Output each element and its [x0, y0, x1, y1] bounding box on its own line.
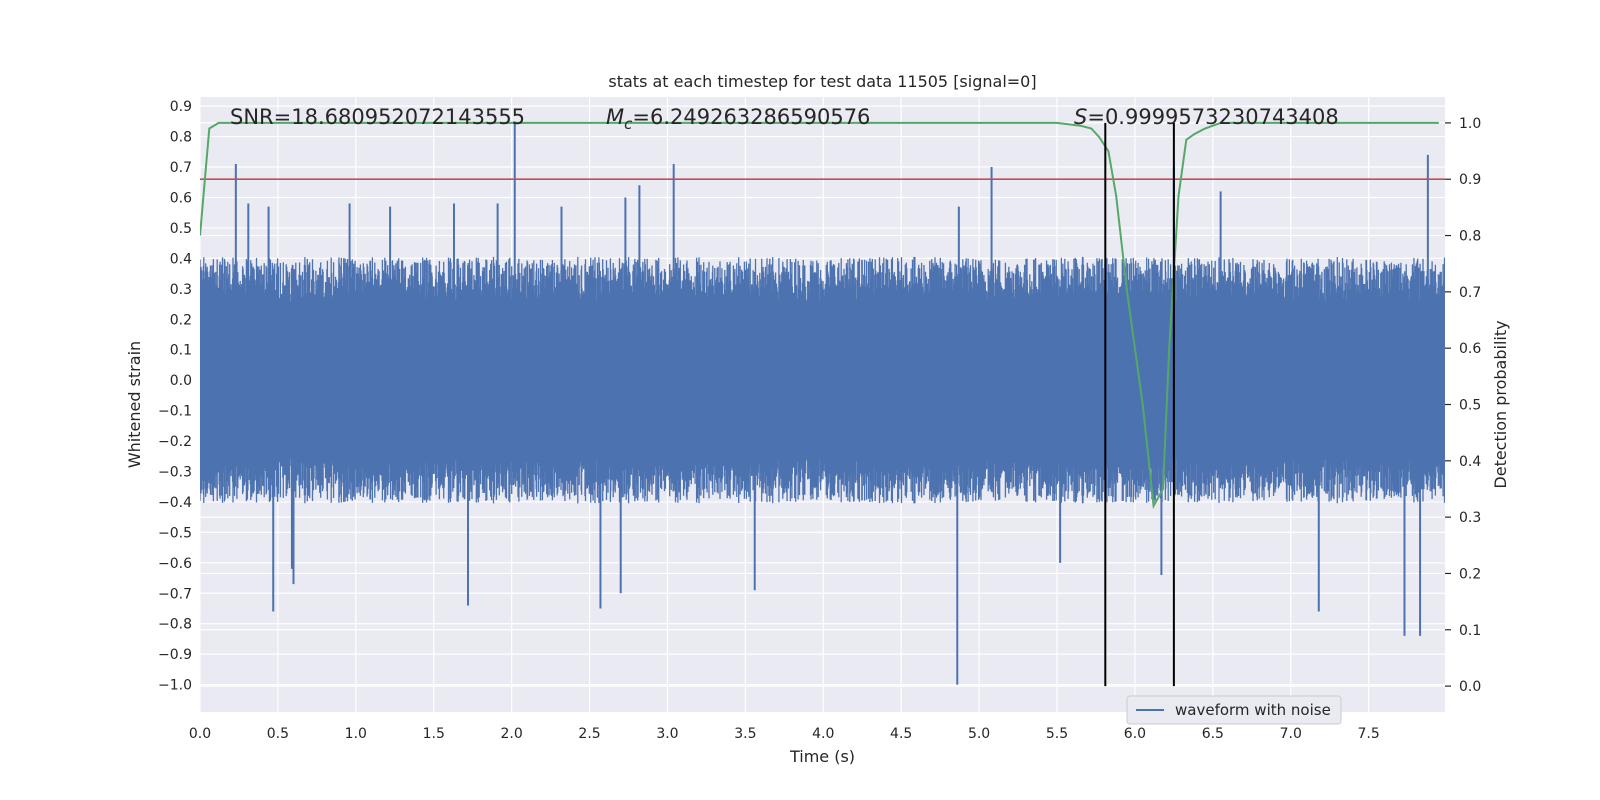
y2-tick-label: 0.8: [1459, 229, 1481, 245]
x-tick-label: 5.5: [1046, 726, 1068, 742]
y-tick-label: −0.9: [158, 647, 192, 663]
s-symbol: S: [1074, 105, 1087, 129]
y-axis-label: Whitened strain: [125, 341, 144, 468]
y2-tick-label: 0.3: [1459, 510, 1481, 526]
x-tick-label: 4.0: [812, 726, 834, 742]
y2-tick-label: 0.4: [1459, 454, 1481, 470]
plot-area: [200, 121, 1445, 687]
mc-subscript: c: [624, 115, 633, 133]
mc-symbol: M: [606, 105, 624, 129]
y-tick-label: −0.8: [158, 617, 192, 633]
y-tick-label: −0.3: [158, 464, 192, 480]
x-tick-label: 6.5: [1202, 726, 1224, 742]
y-tick-label: 0.2: [170, 312, 192, 328]
y2-tick-label: 0.0: [1459, 679, 1481, 695]
legend-label-waveform: waveform with noise: [1175, 701, 1331, 719]
y-tick-label: −0.7: [158, 586, 192, 602]
mc-annotation: Mc=6.249263286590576: [606, 105, 870, 133]
s-annotation: S=0.9999573230743408: [1074, 105, 1339, 129]
y2-tick-label: 0.9: [1459, 172, 1481, 188]
x-tick-label: 5.0: [968, 726, 990, 742]
y2-tick-label: 0.7: [1459, 285, 1481, 301]
y2-axis-ticks: 1.0 0.9 0.8 0.7 0.6 0.5 0.4 0.3 0.2 0.1 0.0: [1445, 116, 1481, 695]
legend: waveform with noise: [1126, 695, 1342, 725]
y-tick-label: 0.5: [170, 221, 192, 237]
x-tick-label: 4.5: [890, 726, 912, 742]
y2-tick-label: 1.0: [1459, 116, 1481, 132]
x-axis-label: Time (s): [789, 747, 855, 766]
y-tick-label: 0.8: [170, 130, 192, 146]
y-tick-label: 0.7: [170, 160, 192, 176]
y-tick-label: −0.4: [158, 495, 192, 511]
y-tick-label: 0.0: [170, 373, 192, 389]
y-axis-ticks: 0.9 0.8 0.7 0.6 0.5 0.4 0.3 0.2 0.1 0.0 −0.1 −0.2 −0…: [158, 99, 192, 693]
mc-value: =6.249263286590576: [632, 105, 870, 129]
y2-tick-label: 0.1: [1459, 623, 1481, 639]
x-tick-label: 1.5: [423, 726, 445, 742]
x-tick-label: 3.5: [734, 726, 756, 742]
y2-axis-label: Detection probability: [1491, 320, 1510, 488]
y2-tick-label: 0.6: [1459, 341, 1481, 357]
y-tick-label: −0.1: [158, 404, 192, 420]
waveform-noise-band: [200, 256, 1445, 504]
snr-annotation: SNR=18.680952072143555: [230, 105, 525, 129]
x-axis-ticks: 0.0 0.5 1.0 1.5 2.0 2.5 3.0 3.5 4.0 4.5 5.0 5.5 6.0 6…: [189, 726, 1380, 742]
x-tick-label: 7.0: [1280, 726, 1302, 742]
chart-title: stats at each timestep for test data 115…: [608, 72, 1036, 91]
x-tick-label: 2.5: [578, 726, 600, 742]
x-tick-label: 6.0: [1124, 726, 1146, 742]
y-tick-label: −0.6: [158, 556, 192, 572]
y-tick-label: −0.2: [158, 434, 192, 450]
y-tick-label: 0.6: [170, 190, 192, 206]
x-tick-label: 7.5: [1358, 726, 1380, 742]
x-tick-label: 3.0: [656, 726, 678, 742]
x-tick-label: 2.0: [501, 726, 523, 742]
y-tick-label: −1.0: [158, 678, 192, 694]
s-value: =0.9999573230743408: [1087, 105, 1338, 129]
y-tick-label: 0.3: [170, 282, 192, 298]
probability-line: [200, 121, 1439, 510]
y-tick-label: 0.1: [170, 343, 192, 359]
x-tick-label: 1.0: [345, 726, 367, 742]
x-tick-label: 0.0: [189, 726, 211, 742]
y-tick-label: −0.5: [158, 525, 192, 541]
overlay-lines: [200, 121, 1445, 687]
y-tick-label: 0.9: [170, 99, 192, 115]
y2-tick-label: 0.5: [1459, 398, 1481, 414]
x-tick-label: 0.5: [267, 726, 289, 742]
y-tick-label: 0.4: [170, 251, 192, 267]
y2-tick-label: 0.2: [1459, 566, 1481, 582]
legend-box: [1126, 695, 1342, 725]
